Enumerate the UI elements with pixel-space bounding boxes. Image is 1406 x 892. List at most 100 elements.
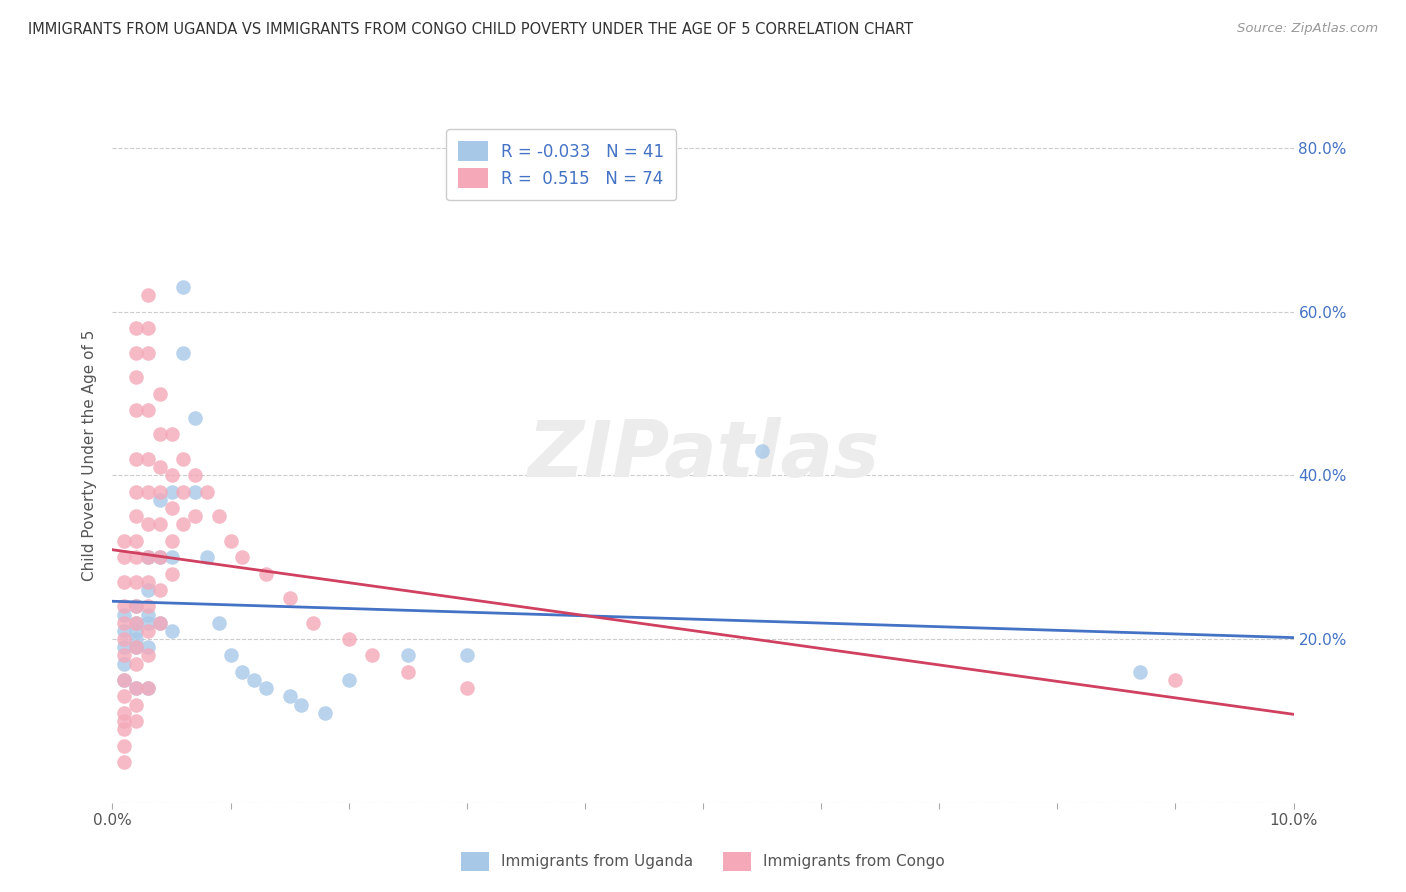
Point bbox=[136, 452, 159, 467]
Point bbox=[136, 550, 159, 565]
Point bbox=[125, 615, 148, 630]
Point bbox=[112, 755, 135, 769]
Point bbox=[172, 517, 194, 532]
Point bbox=[208, 509, 231, 524]
Point bbox=[112, 722, 135, 736]
Point bbox=[136, 681, 159, 696]
Point bbox=[184, 468, 207, 483]
Point bbox=[149, 615, 172, 630]
Point bbox=[149, 615, 172, 630]
Point bbox=[125, 599, 148, 614]
Point bbox=[125, 484, 148, 499]
Point bbox=[160, 427, 183, 442]
Point bbox=[136, 624, 159, 638]
Point bbox=[1164, 673, 1187, 687]
Point bbox=[136, 403, 159, 417]
Point bbox=[149, 492, 172, 507]
Point bbox=[208, 615, 231, 630]
Point bbox=[125, 345, 148, 359]
Point bbox=[195, 484, 218, 499]
Point bbox=[112, 690, 135, 704]
Text: Source: ZipAtlas.com: Source: ZipAtlas.com bbox=[1237, 22, 1378, 36]
Point bbox=[125, 698, 148, 712]
Point bbox=[396, 648, 419, 663]
Point bbox=[172, 345, 194, 359]
Point bbox=[125, 640, 148, 655]
Point bbox=[149, 582, 172, 597]
Point bbox=[219, 533, 242, 548]
Point bbox=[125, 640, 148, 655]
Point bbox=[172, 484, 194, 499]
Point bbox=[112, 533, 135, 548]
Point bbox=[125, 714, 148, 728]
Point bbox=[751, 443, 773, 458]
Point bbox=[136, 484, 159, 499]
Point bbox=[125, 615, 148, 630]
Point bbox=[254, 566, 277, 581]
Point bbox=[160, 550, 183, 565]
Point bbox=[125, 321, 148, 335]
Point bbox=[136, 574, 159, 589]
Point bbox=[337, 632, 360, 646]
Point bbox=[396, 665, 419, 679]
Point bbox=[160, 501, 183, 516]
Point bbox=[243, 673, 266, 687]
Point bbox=[149, 427, 172, 442]
Point bbox=[184, 484, 207, 499]
Text: ZIPatlas: ZIPatlas bbox=[527, 417, 879, 493]
Point bbox=[160, 533, 183, 548]
Point bbox=[136, 681, 159, 696]
Point bbox=[160, 624, 183, 638]
Point bbox=[112, 714, 135, 728]
Point bbox=[125, 624, 148, 638]
Point bbox=[184, 509, 207, 524]
Point bbox=[136, 648, 159, 663]
Point bbox=[172, 280, 194, 294]
Point bbox=[136, 599, 159, 614]
Point bbox=[314, 706, 336, 720]
Point bbox=[125, 403, 148, 417]
Point bbox=[112, 624, 135, 638]
Point bbox=[112, 607, 135, 622]
Point bbox=[112, 615, 135, 630]
Point bbox=[231, 665, 253, 679]
Point bbox=[125, 632, 148, 646]
Point bbox=[136, 640, 159, 655]
Y-axis label: Child Poverty Under the Age of 5: Child Poverty Under the Age of 5 bbox=[82, 329, 97, 581]
Point bbox=[456, 681, 478, 696]
Point bbox=[136, 321, 159, 335]
Point bbox=[278, 690, 301, 704]
Point bbox=[125, 681, 148, 696]
Point bbox=[160, 484, 183, 499]
Point bbox=[136, 288, 159, 302]
Point bbox=[195, 550, 218, 565]
Point bbox=[149, 517, 172, 532]
Legend: R = -0.033   N = 41, R =  0.515   N = 74: R = -0.033 N = 41, R = 0.515 N = 74 bbox=[446, 129, 676, 200]
Point bbox=[125, 370, 148, 384]
Point bbox=[112, 673, 135, 687]
Point bbox=[112, 739, 135, 753]
Point bbox=[302, 615, 325, 630]
Point bbox=[136, 607, 159, 622]
Point bbox=[112, 550, 135, 565]
Point bbox=[149, 386, 172, 401]
Point bbox=[112, 599, 135, 614]
Point bbox=[112, 640, 135, 655]
Point bbox=[361, 648, 384, 663]
Point bbox=[136, 550, 159, 565]
Point bbox=[456, 648, 478, 663]
Point bbox=[160, 566, 183, 581]
Point bbox=[136, 517, 159, 532]
Point bbox=[125, 509, 148, 524]
Point bbox=[112, 706, 135, 720]
Point bbox=[125, 550, 148, 565]
Point bbox=[136, 582, 159, 597]
Point bbox=[184, 411, 207, 425]
Point bbox=[112, 574, 135, 589]
Point bbox=[172, 452, 194, 467]
Point bbox=[149, 550, 172, 565]
Point bbox=[160, 468, 183, 483]
Text: IMMIGRANTS FROM UGANDA VS IMMIGRANTS FROM CONGO CHILD POVERTY UNDER THE AGE OF 5: IMMIGRANTS FROM UGANDA VS IMMIGRANTS FRO… bbox=[28, 22, 914, 37]
Point bbox=[125, 452, 148, 467]
Point bbox=[136, 345, 159, 359]
